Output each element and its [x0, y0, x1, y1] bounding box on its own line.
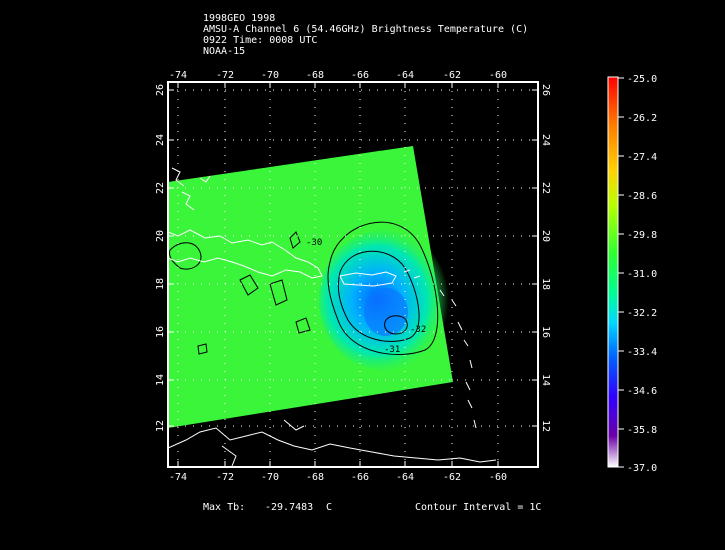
contour-label-32: -32	[410, 325, 426, 335]
lat-tick-left-26: 26	[155, 84, 166, 96]
lat-tick-left-14: 14	[155, 374, 166, 386]
colorbar-label-5: -29.8	[627, 230, 657, 241]
coast-cuba-hispaniola	[168, 229, 323, 279]
lat-tick-left-24: 24	[155, 134, 166, 146]
lat-tick-right-22: 22	[540, 182, 551, 194]
tick-marks	[168, 82, 538, 467]
lon-tick-top-8: -60	[489, 70, 507, 81]
lon-tick-top-1: -74	[169, 70, 187, 81]
colorbar-label-10: -35.8	[627, 425, 657, 436]
lat-tick-right-14: 14	[540, 374, 551, 386]
header-line-title: 1998GEO 1998	[203, 13, 276, 24]
colorbar-label-3: -27.4	[627, 152, 657, 163]
contour-small-5	[295, 317, 311, 334]
colorbar-ticks	[618, 77, 624, 468]
coast-virgin-islands	[403, 269, 421, 279]
coast-bahamas-3	[199, 175, 211, 183]
grid-lines	[169, 83, 537, 466]
lon-tick-top-5: -66	[351, 70, 369, 81]
colorbar-label-8: -33.4	[627, 347, 657, 358]
max-tb-label: Max Tb:	[203, 502, 246, 513]
coast-south-america-inner	[221, 419, 305, 467]
lat-tick-right-24: 24	[540, 134, 551, 146]
colorbar-label-7: -32.2	[627, 308, 657, 319]
lat-tick-left-12: 12	[155, 420, 166, 432]
coast-south-america	[168, 427, 497, 463]
coast-puerto-rico	[339, 271, 397, 287]
colorbar-label-11: -37.0	[627, 463, 657, 474]
coastlines	[168, 167, 497, 467]
lon-tick-bottom-4: -68	[306, 472, 324, 483]
lon-tick-bottom-7: -62	[443, 472, 461, 483]
lon-tick-top-6: -64	[396, 70, 414, 81]
lat-tick-left-18: 18	[155, 278, 166, 290]
contour-small-3	[239, 274, 259, 296]
coast-bahamas-1	[171, 167, 185, 187]
contour-line-30	[327, 221, 439, 356]
lat-tick-left-16: 16	[155, 326, 166, 338]
contour-label-31: -31	[384, 345, 400, 355]
contour-interval-text: Contour Interval = 1C	[415, 502, 542, 513]
lat-tick-right-20: 20	[540, 230, 551, 242]
coast-bahamas-2	[181, 191, 195, 211]
contour-line-31	[337, 250, 420, 342]
colorbar-label-1: -25.0	[627, 74, 657, 85]
lon-tick-top-3: -70	[261, 70, 279, 81]
coast-lesser-antilles	[439, 289, 477, 429]
header-line-satellite: NOAA-15	[203, 46, 246, 57]
contour-small-4	[269, 279, 288, 306]
lat-tick-right-18: 18	[540, 278, 551, 290]
lat-tick-right-26: 26	[540, 84, 551, 96]
colorbar-label-2: -26.2	[627, 113, 657, 124]
lon-tick-bottom-3: -70	[261, 472, 279, 483]
lat-tick-left-22: 22	[155, 182, 166, 194]
max-tb-unit: C	[326, 502, 333, 513]
contour-small-6	[197, 343, 208, 355]
coldest-spot	[364, 288, 408, 336]
colorbar	[607, 76, 619, 468]
contour-label-30: -30	[306, 238, 322, 248]
lon-tick-bottom-2: -72	[216, 472, 234, 483]
lat-tick-right-16: 16	[540, 326, 551, 338]
colorbar-label-4: -28.6	[627, 191, 657, 202]
header-line-product: AMSU-A Channel 6 (54.46GHz) Brightness T…	[203, 24, 529, 35]
plot-frame	[167, 81, 539, 468]
lon-tick-bottom-1: -74	[169, 472, 187, 483]
colorbar-label-9: -34.6	[627, 386, 657, 397]
colorbar-label-6: -31.0	[627, 269, 657, 280]
lon-tick-bottom-6: -64	[396, 472, 414, 483]
contour-small-2	[289, 231, 301, 249]
lat-tick-left-20: 20	[155, 230, 166, 242]
lon-tick-top-4: -68	[306, 70, 324, 81]
lon-tick-top-7: -62	[443, 70, 461, 81]
lon-tick-bottom-5: -66	[351, 472, 369, 483]
lon-tick-top-2: -72	[216, 70, 234, 81]
max-tb-value: -29.7483	[265, 502, 314, 513]
lon-tick-bottom-8: -60	[489, 472, 507, 483]
lat-tick-right-12: 12	[540, 420, 551, 432]
contour-line-32	[384, 315, 408, 335]
header-line-time: 0922 Time: 0008 UTC	[203, 35, 318, 46]
